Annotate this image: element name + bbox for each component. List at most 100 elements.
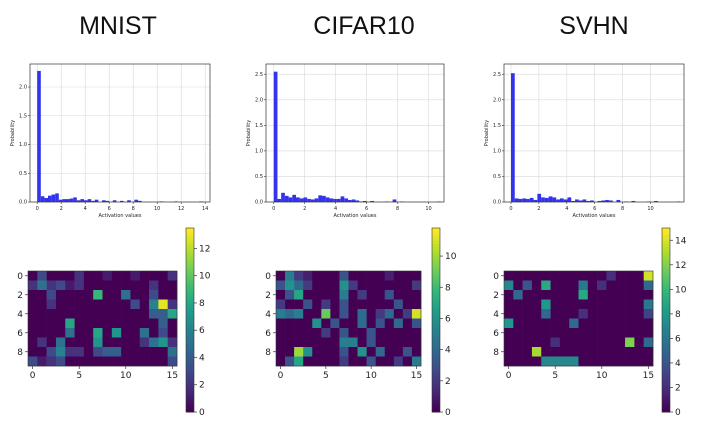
colorbar-segment [186,359,194,364]
hist-xtick-label: 4 [565,206,568,212]
heatmap-cell [102,328,113,338]
heatmap-cell [294,299,304,310]
heatmap-cell [634,356,644,367]
colorbar-segment [432,384,440,388]
colorbar-segment [186,378,194,382]
colorbar-segment [432,258,440,263]
colorbar-segment [662,366,670,370]
heatmap-cell [597,299,607,310]
colorbar-segment [432,298,440,303]
colorbar-segment [662,237,670,241]
heatmap-cell [111,280,122,291]
hist-ylabel: Probability [246,120,252,146]
heatmap-cell [643,356,654,367]
heatmap-cell [28,271,38,281]
heatmap-cell [606,309,617,319]
heatmap-cell [93,328,103,338]
heatmap-cell [111,318,122,329]
heatmap-cell [83,271,94,281]
colorbar-segment [186,258,194,263]
hist-ytick-label: 2.0 [493,97,501,103]
colorbar-segment [662,344,670,349]
colorbar-segment [186,402,194,407]
heatmap-cell [375,290,386,300]
heatmap-cell [411,318,422,329]
heatmap-cell [158,299,168,310]
heatmap-cell [643,271,654,281]
heatmap-cell [28,347,38,357]
heatmap-cell [578,337,589,348]
heatmap-cell [111,290,122,300]
heatmap-cell [93,347,103,357]
heatmap-cell [303,328,313,338]
heatmap-cell [615,309,626,319]
colorbar-tick-label: 6 [675,334,681,344]
heatmap-cell [375,347,386,357]
colorbar-segment [432,277,440,281]
heatmap-cell [597,318,607,329]
colorbar-tick-label: 4 [199,353,205,363]
colorbar-segment [662,326,670,330]
heatmap-cell [321,299,331,310]
heatmap-cell [643,299,654,310]
heatmap-cell [294,271,304,281]
heatmap-cell [366,309,376,319]
heatmap-cell [294,318,304,329]
hist-bar [80,199,84,202]
heatmap-cell [578,318,589,329]
hist-bar [112,200,117,202]
heatmap-cell [167,280,178,291]
heatmap-cell [348,318,358,329]
heatmap-cell [167,337,178,348]
heatmap-cell [130,309,141,319]
colorbar-segment [186,280,194,284]
heatmap-cell [393,309,404,319]
colorbar-segment [186,362,194,367]
heatmap-ytick-label: 2 [493,291,499,301]
heatmap-cell [149,328,159,338]
hist-ytick-label: 1.0 [19,142,27,148]
hist-bar [329,198,334,202]
heatmap-cell [37,271,47,281]
colorbar-segment [186,393,194,398]
heatmap-cell [37,356,47,367]
heatmap-cell [569,271,579,281]
hist-bar [654,200,658,202]
heatmap-cell [167,309,178,319]
colorbar-tick-label: 8 [675,310,681,320]
colorbar-segment [186,270,194,275]
colorbar-segment [662,255,670,260]
heatmap-cell [559,271,570,281]
hist-bar [590,200,594,202]
heatmap-cell [55,290,66,300]
colorbar-segment [662,350,670,355]
heatmap-cell [55,328,66,338]
heatmap-cell [74,328,85,338]
heatmap-cell [348,347,358,357]
heatmap-cell [28,290,38,300]
colorbar-segment [432,356,440,361]
colorbar-segment [662,267,670,272]
heatmap-cell [615,271,626,281]
heatmap-cell [541,356,551,367]
hist-bar [299,198,304,202]
colorbar-segment [662,313,670,318]
heatmap-cell [65,290,75,300]
heatmap-cell [312,356,322,367]
colorbar-segment [432,387,440,392]
heatmap-cell [393,271,404,281]
hist-bar [533,199,538,202]
colorbar-segment [432,289,440,293]
heatmap-cell [28,337,38,348]
heatmap-cell [625,290,635,300]
heatmap-cell [375,309,386,319]
heatmap-cell [167,347,178,357]
colorbar-segment [662,264,670,269]
heatmap-cell [74,347,85,357]
hist-ytick-label: 0.5 [255,174,263,180]
heatmap-cell [634,309,644,319]
heatmap-cell [634,271,644,281]
heatmap-cell [102,337,113,348]
heatmap-cell [541,280,551,291]
